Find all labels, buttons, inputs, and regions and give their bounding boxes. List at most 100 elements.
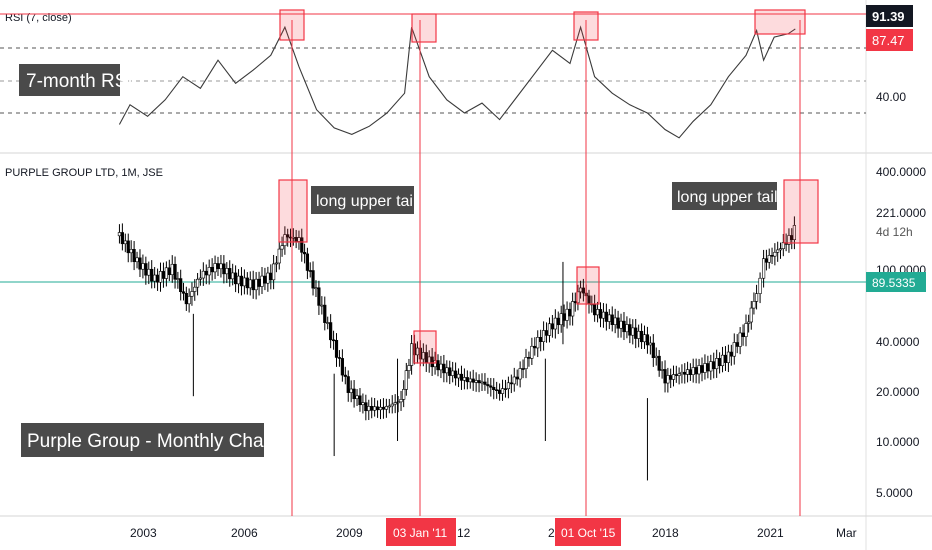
candle-body <box>314 287 318 290</box>
candle-body <box>680 371 684 375</box>
candle-body <box>613 317 617 326</box>
candle-body <box>547 323 552 336</box>
price-legend: PURPLE GROUP LTD, 1M, JSE <box>5 167 163 179</box>
candle-body <box>222 263 226 275</box>
candle-body <box>515 376 519 380</box>
candle-body <box>334 340 339 358</box>
candle-body <box>239 275 244 287</box>
candle-body <box>741 332 745 337</box>
price-axis-label-5: 5.0000 <box>876 486 913 500</box>
candle-body <box>677 373 681 376</box>
candle-body <box>631 327 635 336</box>
candle-body <box>483 381 487 385</box>
rsi-secondary-badge <box>866 29 913 51</box>
candle-body <box>556 317 560 326</box>
candle-body <box>451 370 455 376</box>
candle-body <box>242 277 247 287</box>
candle-body <box>573 301 577 304</box>
callout-2: long upper tail <box>677 189 778 206</box>
candle-body <box>720 354 725 367</box>
price-annotation-bg <box>21 423 264 457</box>
candle-body <box>518 368 522 380</box>
candle-body <box>204 270 208 276</box>
candle-body <box>723 354 728 363</box>
candle-body <box>132 249 136 263</box>
candle-body <box>280 245 284 250</box>
candle-body <box>193 286 197 292</box>
candle-body <box>642 334 647 343</box>
candle-body <box>773 251 777 257</box>
callout-2-bg <box>672 182 777 210</box>
candle-body <box>361 402 365 406</box>
candle-body <box>688 369 692 375</box>
rsi-annotation-bg <box>19 64 120 96</box>
candle-body <box>544 330 549 336</box>
candle-body <box>326 322 330 324</box>
candle-body <box>404 370 408 390</box>
candle-body <box>776 249 780 253</box>
candle-body <box>266 272 270 284</box>
candle-body <box>415 347 420 356</box>
price-highlight-boxes <box>278 179 819 364</box>
candle-body <box>263 275 267 284</box>
candle-body <box>228 268 232 280</box>
candle-body <box>436 360 440 371</box>
candle-body <box>712 361 716 370</box>
candle-body <box>272 263 276 281</box>
candle-body <box>744 323 748 337</box>
candle-body <box>486 384 490 387</box>
candle-body <box>219 263 223 270</box>
callout-1-bg <box>311 186 414 214</box>
candle-body <box>274 262 279 265</box>
candle-body <box>153 274 157 282</box>
price-axis-label-400: 400.0000 <box>876 165 926 179</box>
candle-body <box>657 355 661 371</box>
candle-body <box>694 367 698 375</box>
rsi-current-badge <box>866 5 913 27</box>
candle-body <box>726 351 730 363</box>
candle-body <box>320 304 324 307</box>
candle-body <box>173 263 177 280</box>
candle-body <box>674 374 678 376</box>
candle-body <box>161 271 166 279</box>
price-candles <box>117 216 796 481</box>
rsi-series-line <box>118 25 796 139</box>
time-axis: 2003 2006 2009 12 2 2018 2021 Mar 03 Jan… <box>130 518 857 546</box>
candle-body <box>370 406 374 411</box>
candle-body <box>367 406 371 412</box>
candle-body <box>456 373 461 379</box>
candle-body <box>167 267 171 276</box>
candle-body <box>471 378 475 383</box>
rsi-annotation: 7-month RSI <box>26 71 133 92</box>
price-highlight-box <box>278 179 308 243</box>
candle-body <box>477 380 481 384</box>
candle-body <box>738 332 742 347</box>
time-label-2: 2 <box>548 526 555 540</box>
candle-body <box>260 275 264 287</box>
candle-body <box>283 234 287 247</box>
candle-body <box>495 389 499 392</box>
time-highlight-2-bg <box>555 518 621 546</box>
candle-body <box>735 342 739 347</box>
candle-body <box>749 307 753 323</box>
candle-body <box>421 352 425 360</box>
time-label-2009: 2009 <box>336 526 363 540</box>
candle-body <box>302 252 307 255</box>
rsi-legend: RSI (7, close) <box>5 12 72 24</box>
time-highlight-1-bg <box>386 518 456 546</box>
candle-body <box>300 237 304 253</box>
candle-body <box>378 406 383 411</box>
candle-body <box>123 240 127 245</box>
candle-body <box>231 272 235 280</box>
candle-body <box>448 367 452 376</box>
candle-body <box>358 395 362 406</box>
candle-body <box>527 357 531 359</box>
candle-body <box>539 337 543 342</box>
candle-body <box>305 253 310 271</box>
candle-body <box>141 263 145 270</box>
candle-body <box>669 375 673 380</box>
candle-body <box>492 386 496 391</box>
candle-body <box>210 267 214 273</box>
candle-body <box>581 287 585 294</box>
price-annotation: Purple Group - Monthly Chart <box>27 431 276 452</box>
